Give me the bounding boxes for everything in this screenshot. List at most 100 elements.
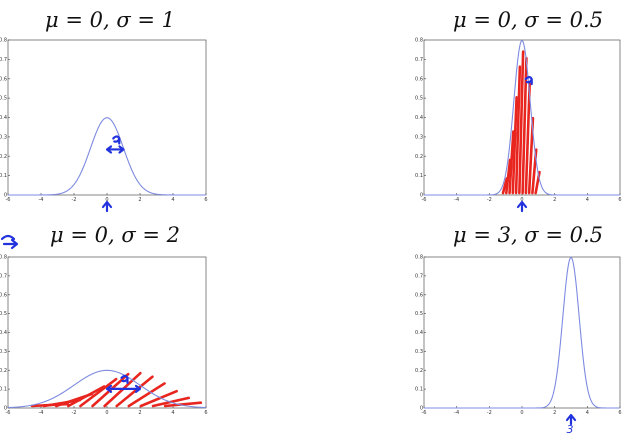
x-tick-label: 4: [171, 410, 174, 416]
axes-frame: [423, 256, 621, 409]
x-tick-label: -4: [39, 410, 44, 416]
sigma-symbol-icon: [120, 374, 129, 384]
hatch-stroke: [501, 177, 509, 195]
y-tick-label: 0.8: [0, 255, 7, 261]
hatch-stroke: [79, 377, 118, 408]
chart-panel-4: μ = 3, σ = 0.5 0 0.1 0.2 0.3 0.4 0.5 0.6 0.7 0.8 -…: [415, 223, 622, 436]
density-curve: [424, 256, 620, 409]
mean-label: 3: [567, 423, 574, 436]
x-tick-label: 4: [171, 197, 174, 203]
y-tick-label: 0: [4, 193, 7, 199]
sigma-width-arrow-icon: [105, 145, 125, 154]
x-tick-label: 6: [204, 197, 207, 203]
y-tick-label: 0.8: [0, 38, 7, 44]
x-tick-label: -2: [487, 410, 492, 416]
hatch-stroke: [521, 56, 528, 195]
y-tick-label: 0: [420, 193, 423, 199]
sigma-symbol-icon: [524, 75, 533, 86]
y-tick-label: 0.3: [0, 134, 7, 140]
y-tick-label: 0: [4, 406, 7, 412]
x-tick-label: 6: [618, 197, 621, 203]
hatch-stroke: [127, 382, 166, 408]
chart-panel-2: μ = 0, σ = 0.5 0 0.1 0.2 0.3 0.4 0.5 0.6 0.7 0.8 -…: [415, 8, 622, 213]
y-tick-label: 0.2: [415, 368, 423, 374]
x-tick-label: 0: [105, 410, 108, 416]
x-tick-label: 2: [138, 410, 141, 416]
mean-arrow-icon: [565, 413, 577, 426]
y-tick-label: 0.5: [415, 96, 423, 102]
y-tick-label: 0.7: [415, 57, 423, 63]
density-curve: [8, 117, 206, 196]
y-tick-label: 0.6: [0, 76, 7, 82]
x-tick-label: 2: [553, 197, 556, 203]
y-tick-label: 0: [420, 406, 423, 412]
hatch-stroke: [508, 130, 515, 195]
y-tick-label: 0.5: [0, 96, 7, 102]
y-tick-label: 0.8: [415, 38, 423, 44]
hatch-stroke: [67, 385, 106, 408]
y-tick-label: 0.3: [0, 349, 7, 355]
y-tick-label: 0.2: [0, 154, 7, 160]
x-tick-label: -6: [6, 410, 11, 416]
hatched-area-scribble: [501, 50, 541, 195]
chart-title: μ = 0, σ = 2: [50, 223, 180, 247]
x-tick-label: -2: [72, 410, 77, 416]
y-tick-label: 0.3: [415, 134, 423, 140]
x-tick-label: 0: [105, 197, 108, 203]
y-tick-label: 0.8: [415, 255, 423, 261]
sigma-symbol-icon: [112, 135, 121, 145]
x-tick-label: 6: [618, 410, 621, 416]
y-tick-label: 0.2: [415, 154, 423, 160]
hatch-stroke: [139, 389, 178, 408]
y-tick-label: 0.5: [415, 311, 423, 317]
sigma-width-arrow-icon: [105, 384, 142, 393]
x-tick-label: -6: [422, 410, 427, 416]
y-tick-label: 0.1: [415, 173, 423, 179]
y-tick-label: 0.4: [415, 330, 423, 336]
hatch-stroke: [115, 375, 154, 408]
y-tick-label: 0.3: [415, 349, 423, 355]
pointer-arrow-icon: [0, 234, 19, 250]
x-tick-label: -6: [6, 197, 11, 203]
x-tick-label: 0: [520, 410, 523, 416]
mean-arrow-icon: [101, 200, 113, 213]
y-tick-label: 0.5: [0, 311, 7, 317]
x-tick-label: 4: [586, 410, 589, 416]
hatch-stroke: [91, 372, 130, 408]
x-tick-label: 4: [586, 197, 589, 203]
y-tick-label: 0.4: [0, 115, 7, 121]
y-tick-label: 0.1: [0, 173, 7, 179]
x-tick-label: 2: [138, 197, 141, 203]
x-tick-label: -2: [72, 197, 77, 203]
chart-title: μ = 0, σ = 0.5: [453, 8, 603, 32]
hatch-stroke: [163, 401, 203, 408]
x-tick-label: -4: [454, 197, 459, 203]
x-tick-label: 0: [520, 197, 523, 203]
chart-title: μ = 0, σ = 1: [45, 8, 175, 32]
y-tick-label: 0.7: [0, 57, 7, 63]
x-tick-label: 2: [553, 410, 556, 416]
y-tick-label: 0.4: [415, 115, 423, 121]
x-tick-label: -4: [454, 410, 459, 416]
hatch-stroke: [518, 50, 525, 195]
hatch-stroke: [511, 95, 518, 195]
y-tick-label: 0.6: [0, 292, 7, 298]
y-tick-label: 0.4: [0, 330, 7, 336]
hatch-stroke: [514, 65, 522, 195]
chart-panel-1: μ = 0, σ = 1 0 0.1 0.2 0.3 0.4 0.5 0.6 0.7 0.8 -6 -…: [0, 8, 208, 213]
density-curve: [424, 39, 620, 196]
y-tick-label: 0.7: [0, 273, 7, 279]
x-tick-label: -4: [39, 197, 44, 203]
x-tick-label: -2: [487, 197, 492, 203]
density-curve: [7, 369, 207, 409]
y-tick-label: 0.1: [415, 387, 423, 393]
hatched-area-scribble: [30, 371, 203, 408]
x-tick-label: -6: [422, 197, 427, 203]
hatch-stroke: [524, 82, 531, 195]
mean-arrow-icon: [516, 200, 528, 213]
hatch-stroke: [504, 158, 512, 195]
y-tick-label: 0.1: [0, 387, 7, 393]
y-tick-label: 0.2: [0, 368, 7, 374]
y-tick-label: 0.7: [415, 273, 423, 279]
